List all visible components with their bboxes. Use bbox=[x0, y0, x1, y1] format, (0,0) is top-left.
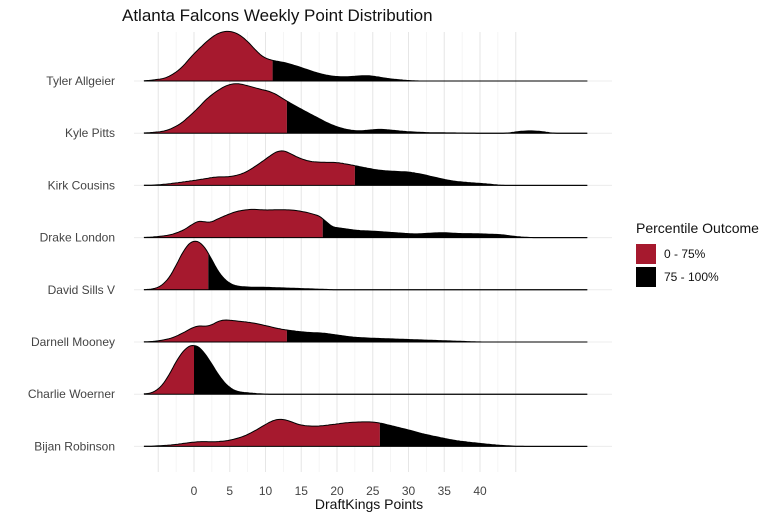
ridge-kyle-pitts bbox=[143, 83, 588, 134]
x-axis-title: DraftKings Points bbox=[314, 496, 424, 512]
ridge-fill-0-75 bbox=[143, 150, 355, 186]
ridge-fill-0-75 bbox=[143, 320, 287, 342]
ridge-drake-london bbox=[143, 208, 588, 239]
ridge-fill-75-100 bbox=[354, 165, 588, 186]
chart-title: Atlanta Falcons Weekly Point Distributio… bbox=[122, 6, 433, 25]
legend-title: Percentile Outcome bbox=[636, 220, 759, 236]
x-tick-0: 0 bbox=[191, 484, 198, 498]
y-label-david-sills-v: David Sills V bbox=[48, 283, 115, 297]
ridge-tyler-allgeier bbox=[143, 30, 588, 82]
y-label-kirk-cousins: Kirk Cousins bbox=[48, 178, 115, 192]
ridge-david-sills-v bbox=[143, 240, 588, 291]
x-tick-25: 25 bbox=[366, 484, 380, 498]
ridge-fill-75-100 bbox=[272, 60, 588, 81]
y-label-bijan-robinson: Bijan Robinson bbox=[34, 439, 115, 453]
x-tick-15: 15 bbox=[295, 484, 309, 498]
legend-swatch-high bbox=[636, 266, 656, 287]
legend-entry-low: 0 - 75% bbox=[636, 242, 759, 265]
ridge-fill-0-75 bbox=[143, 209, 323, 238]
ridge-charlie-woerner bbox=[143, 344, 588, 395]
legend-label-low: 0 - 75% bbox=[664, 246, 706, 261]
x-tick-10: 10 bbox=[259, 484, 273, 498]
legend: Percentile Outcome 0 - 75% 75 - 100% bbox=[636, 220, 759, 288]
x-axis-ticks: 0 5 10 15 20 25 30 35 40 bbox=[191, 484, 487, 498]
ridge-fill-75-100 bbox=[286, 101, 588, 134]
ridge-outline bbox=[143, 208, 588, 239]
y-label-kyle-pitts: Kyle Pitts bbox=[65, 126, 115, 140]
y-label-drake-london: Drake London bbox=[40, 231, 115, 245]
ridge-bijan-robinson bbox=[143, 418, 588, 447]
legend-label-high: 75 - 100% bbox=[664, 269, 719, 284]
x-tick-35: 35 bbox=[438, 484, 452, 498]
legend-entry-high: 75 - 100% bbox=[636, 265, 759, 288]
y-label-darnell-mooney: Darnell Mooney bbox=[31, 335, 115, 349]
legend-swatch-low bbox=[636, 243, 656, 264]
ridge-outline bbox=[143, 83, 588, 134]
ridge-darnell-mooney bbox=[143, 319, 588, 343]
ridge-fill-75-100 bbox=[286, 330, 588, 342]
y-label-charlie-woerner: Charlie Woerner bbox=[28, 387, 115, 401]
ridge-kirk-cousins bbox=[143, 150, 588, 186]
ridges bbox=[143, 30, 588, 447]
x-tick-40: 40 bbox=[473, 484, 487, 498]
x-tick-5: 5 bbox=[226, 484, 233, 498]
ridge-fill-0-75 bbox=[143, 345, 194, 395]
x-tick-30: 30 bbox=[402, 484, 416, 498]
y-axis-labels: Tyler Allgeier Kyle Pitts Kirk Cousins Drak… bbox=[28, 74, 115, 453]
ridge-fill-0-75 bbox=[143, 31, 273, 81]
ridge-fill-75-100 bbox=[322, 218, 588, 238]
ridge-fill-75-100 bbox=[379, 423, 588, 447]
x-tick-20: 20 bbox=[330, 484, 344, 498]
y-label-tyler-allgeier: Tyler Allgeier bbox=[46, 74, 115, 88]
ridge-fill-0-75 bbox=[143, 83, 287, 134]
